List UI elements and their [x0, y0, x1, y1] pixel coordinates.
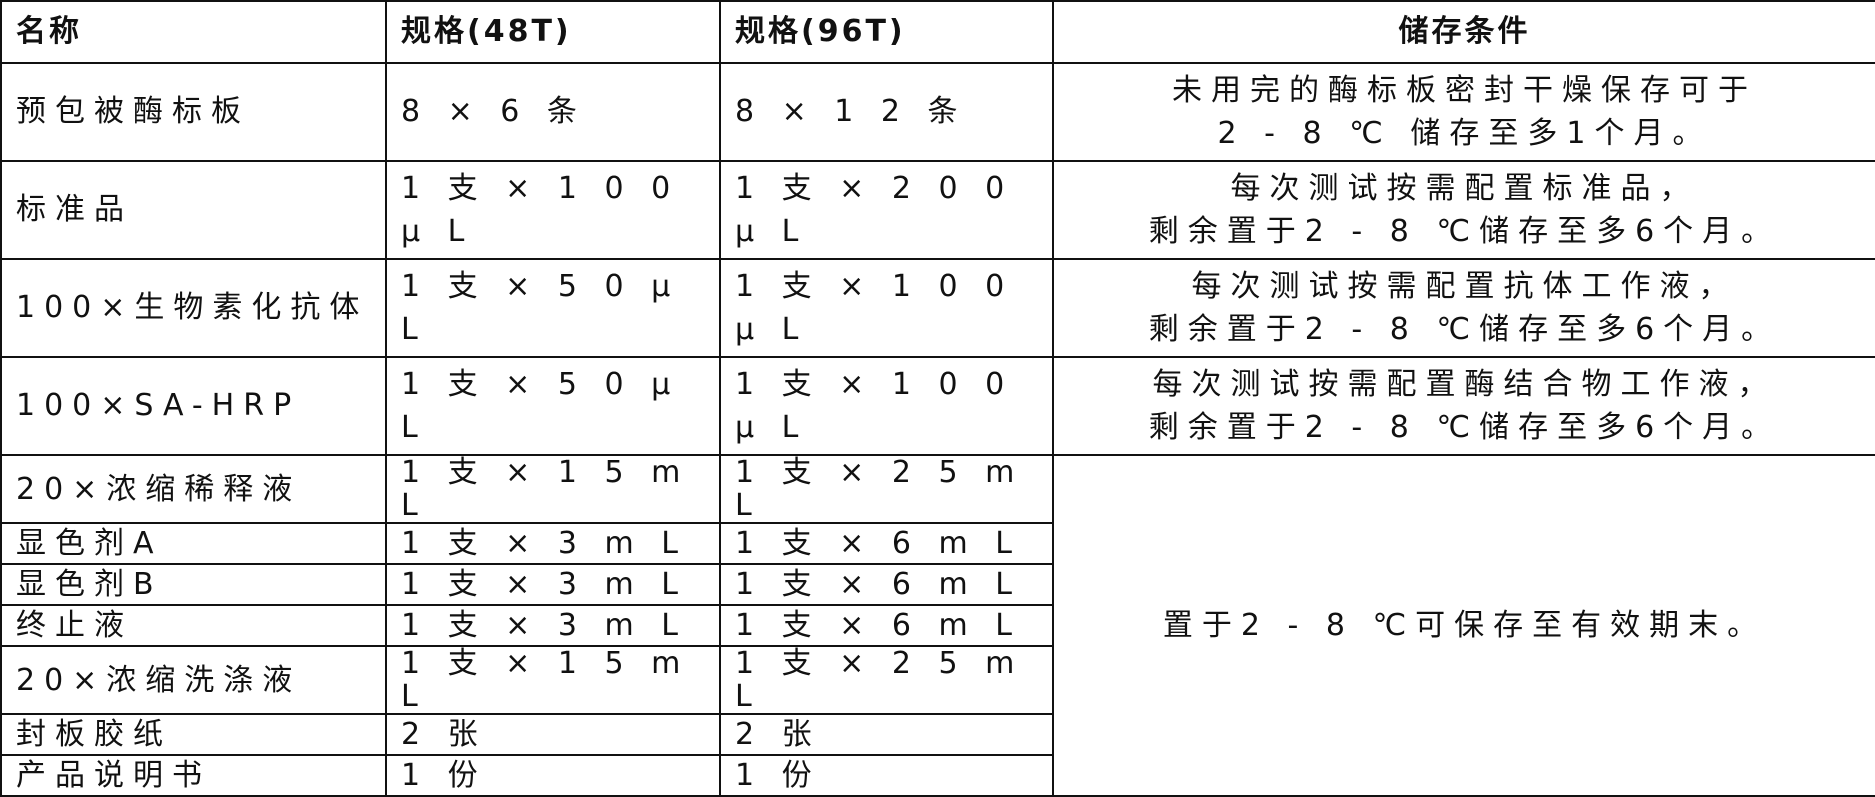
- component-name: 预包被酶标板: [0, 62, 387, 162]
- storage-line: 每次测试按需配置抗体工作液，: [1191, 268, 1738, 304]
- component-name: 显色剂B: [0, 563, 387, 606]
- spec-48t: 1 支 × 1 0 0 µ L: [385, 160, 721, 260]
- component-name: 终止液: [0, 604, 387, 647]
- spec-96t: 1 支 × 6 m L: [719, 563, 1054, 606]
- component-name: 产品说明书: [0, 754, 387, 797]
- storage-line: 剩余置于2 - 8 ℃储存至多6个月。: [1148, 410, 1781, 445]
- storage-line: 未用完的酶标板密封干燥保存可于: [1172, 72, 1757, 108]
- storage-condition: 每次测试按需配置标准品， 剩余置于2 - 8 ℃储存至多6个月。: [1052, 160, 1875, 260]
- storage-condition: 未用完的酶标板密封干燥保存可于 2 - 8 ℃ 储存至多1个月。: [1052, 62, 1875, 162]
- storage-line: 每次测试按需配置标准品，: [1230, 170, 1699, 206]
- storage-line: 每次测试按需配置酶结合物工作液，: [1152, 366, 1777, 402]
- spec-48t: 1 份: [385, 754, 721, 797]
- spec-48t: 1 支 × 3 m L: [385, 522, 721, 565]
- spec-96t: 1 份: [719, 754, 1054, 797]
- component-name: 封板胶纸: [0, 713, 387, 756]
- storage-condition: 每次测试按需配置酶结合物工作液， 剩余置于2 - 8 ℃储存至多6个月。: [1052, 356, 1875, 456]
- header-name: 名称: [0, 0, 387, 64]
- spec-48t: 1 支 × 1 5 m L: [385, 645, 721, 715]
- spec-96t: 1 支 × 6 m L: [719, 522, 1054, 565]
- spec-96t: 1 支 × 1 0 0 µ L: [719, 258, 1054, 358]
- header-row: 名称 规格(48T) 规格(96T) 储存条件: [0, 0, 1875, 64]
- spec-48t: 8 × 6 条: [385, 62, 721, 162]
- header-spec-48t: 规格(48T): [385, 0, 721, 64]
- storage-condition: 每次测试按需配置抗体工作液， 剩余置于2 - 8 ℃储存至多6个月。: [1052, 258, 1875, 358]
- spec-96t: 1 支 × 2 5 m L: [719, 454, 1054, 524]
- spec-48t: 1 支 × 3 m L: [385, 563, 721, 606]
- spec-48t: 1 支 × 1 5 m L: [385, 454, 721, 524]
- spec-48t: 2 张: [385, 713, 721, 756]
- component-name: 100×SA-HRP: [0, 356, 387, 456]
- spec-48t: 1 支 × 5 0 µ L: [385, 356, 721, 456]
- storage-line: 2 - 8 ℃ 储存至多1个月。: [1217, 116, 1712, 151]
- component-name: 标准品: [0, 160, 387, 260]
- header-spec-96t: 规格(96T): [719, 0, 1054, 64]
- spec-96t: 1 支 × 2 0 0 µ L: [719, 160, 1054, 260]
- component-name: 显色剂A: [0, 522, 387, 565]
- spec-48t: 1 支 × 5 0 µ L: [385, 258, 721, 358]
- header-storage: 储存条件: [1052, 0, 1875, 64]
- spec-96t: 1 支 × 6 m L: [719, 604, 1054, 647]
- component-name: 100×生物素化抗体: [0, 258, 387, 358]
- spec-96t: 1 支 × 1 0 0 µ L: [719, 356, 1054, 456]
- spec-96t: 2 张: [719, 713, 1054, 756]
- storage-line: 剩余置于2 - 8 ℃储存至多6个月。: [1148, 312, 1781, 347]
- component-name: 20×浓缩稀释液: [0, 454, 387, 524]
- spec-48t: 1 支 × 3 m L: [385, 604, 721, 647]
- component-name: 20×浓缩洗涤液: [0, 645, 387, 715]
- shared-storage-condition: 置于2 - 8 ℃可保存至有效期末。: [1052, 454, 1875, 797]
- spec-96t: 8 × 1 2 条: [719, 62, 1054, 162]
- storage-line: 剩余置于2 - 8 ℃储存至多6个月。: [1148, 214, 1781, 249]
- spec-96t: 1 支 × 2 5 m L: [719, 645, 1054, 715]
